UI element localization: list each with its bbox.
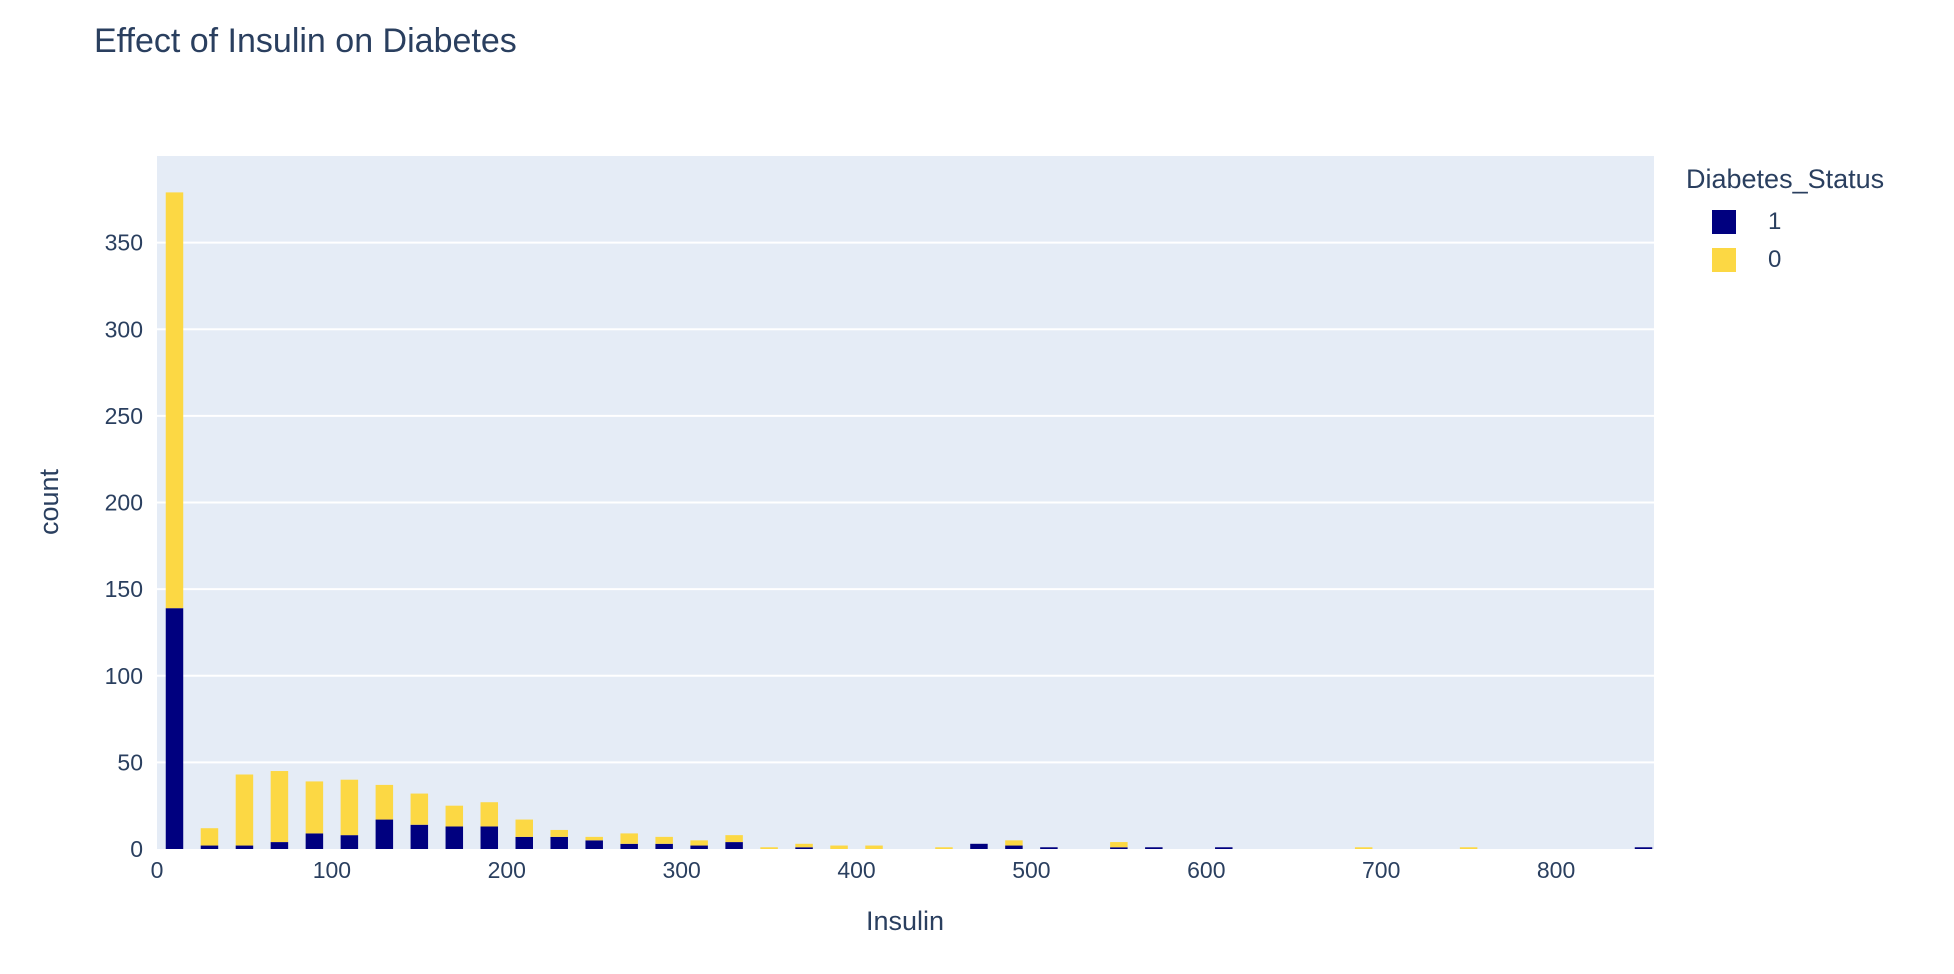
bar-status-1-bin-18[interactable] xyxy=(795,847,813,849)
bar-status-0-bin-17[interactable] xyxy=(760,847,778,849)
bar-status-0-bin-6[interactable] xyxy=(375,784,394,820)
bar-status-1-bin-3[interactable] xyxy=(270,842,289,849)
chart-title: Effect of Insulin on Diabetes xyxy=(94,22,517,60)
y-tick-150: 150 xyxy=(105,576,143,602)
x-tick-100: 100 xyxy=(313,857,351,883)
bar-status-0-bin-15[interactable] xyxy=(690,840,708,846)
y-tick-250: 250 xyxy=(105,403,143,429)
bar-status-1-bin-15[interactable] xyxy=(690,845,708,849)
bar-status-0-bin-18[interactable] xyxy=(795,843,813,848)
y-tick-50: 50 xyxy=(117,749,143,775)
bar-status-0-bin-0[interactable] xyxy=(165,192,184,609)
bar-status-1-bin-11[interactable] xyxy=(550,836,568,849)
bar-status-0-bin-12[interactable] xyxy=(585,836,603,841)
bar-status-1-bin-6[interactable] xyxy=(375,819,394,849)
bar-status-0-bin-3[interactable] xyxy=(270,771,289,843)
y-tick-350: 350 xyxy=(105,230,143,256)
bar-status-0-bin-1[interactable] xyxy=(200,828,219,846)
bar-status-0-bin-13[interactable] xyxy=(620,833,638,844)
bar-status-0-bin-14[interactable] xyxy=(655,836,673,844)
bar-status-0-bin-11[interactable] xyxy=(550,829,568,837)
bar-status-1-bin-7[interactable] xyxy=(410,824,429,849)
y-tick-200: 200 xyxy=(105,490,143,516)
bar-status-0-bin-24[interactable] xyxy=(1005,840,1023,846)
legend-label-1: 1 xyxy=(1768,208,1782,235)
bar-status-1-bin-4[interactable] xyxy=(305,833,324,849)
x-tick-300: 300 xyxy=(662,857,700,883)
y-axis-title: count xyxy=(34,468,64,535)
legend-item-1[interactable]: 1 xyxy=(1686,203,1884,241)
bar-status-0-bin-22[interactable] xyxy=(935,847,953,849)
bar-status-1-bin-8[interactable] xyxy=(445,826,464,849)
bar-status-0-bin-19[interactable] xyxy=(830,845,848,849)
bar-status-1-bin-30[interactable] xyxy=(1215,847,1233,849)
bar-status-0-bin-8[interactable] xyxy=(445,805,464,827)
bar-status-0-bin-34[interactable] xyxy=(1354,847,1373,849)
bar-status-0-bin-10[interactable] xyxy=(515,819,533,837)
bar-status-0-bin-4[interactable] xyxy=(305,781,324,834)
x-tick-200: 200 xyxy=(488,857,526,883)
x-tick-600: 600 xyxy=(1187,857,1225,883)
bar-status-1-bin-42[interactable] xyxy=(1634,847,1653,849)
bar-status-1-bin-28[interactable] xyxy=(1145,847,1163,849)
y-tick-100: 100 xyxy=(105,663,143,689)
bar-status-0-bin-5[interactable] xyxy=(340,779,359,836)
bar-status-0-bin-9[interactable] xyxy=(480,802,499,827)
y-axis-ticks: 0 50 100 150 200 250 300 350 xyxy=(105,230,143,862)
x-axis-title: Insulin xyxy=(866,906,944,936)
bar-status-1-bin-10[interactable] xyxy=(515,836,533,849)
y-tick-300: 300 xyxy=(105,316,143,342)
bar-status-0-bin-37[interactable] xyxy=(1459,847,1478,849)
grid-lines xyxy=(157,241,1654,764)
bar-status-1-bin-14[interactable] xyxy=(655,843,673,849)
bar-status-1-bin-24[interactable] xyxy=(1005,845,1023,849)
legend: Diabetes_Status 1 0 xyxy=(1686,164,1884,279)
bar-status-1-bin-5[interactable] xyxy=(340,835,359,849)
legend-label-0: 0 xyxy=(1768,246,1782,273)
x-axis-ticks: 0 100 200 300 400 500 600 700 800 xyxy=(151,857,1576,883)
bar-status-1-bin-2[interactable] xyxy=(235,845,254,849)
bar-status-1-bin-1[interactable] xyxy=(200,845,219,849)
bar-status-0-bin-20[interactable] xyxy=(865,845,883,849)
x-tick-400: 400 xyxy=(837,857,875,883)
bar-status-1-bin-27[interactable] xyxy=(1110,847,1128,849)
bar-status-1-bin-9[interactable] xyxy=(480,826,499,849)
legend-item-0[interactable]: 0 xyxy=(1686,241,1884,279)
bar-status-0-bin-7[interactable] xyxy=(410,793,429,825)
bar-status-0-bin-16[interactable] xyxy=(725,835,743,843)
legend-swatch-1 xyxy=(1712,210,1736,234)
bar-status-1-bin-25[interactable] xyxy=(1040,847,1058,849)
x-tick-0: 0 xyxy=(151,857,164,883)
bar-status-1-bin-12[interactable] xyxy=(585,840,603,849)
bar-status-1-bin-23[interactable] xyxy=(970,843,988,849)
x-tick-700: 700 xyxy=(1362,857,1400,883)
x-tick-800: 800 xyxy=(1537,857,1575,883)
bar-status-1-bin-16[interactable] xyxy=(725,842,743,849)
bar-status-1-bin-13[interactable] xyxy=(620,843,638,849)
y-tick-0: 0 xyxy=(130,836,143,862)
bar-status-0-bin-2[interactable] xyxy=(235,774,254,846)
x-tick-500: 500 xyxy=(1012,857,1050,883)
bar-status-0-bin-27[interactable] xyxy=(1110,842,1128,848)
bars xyxy=(165,192,1653,849)
legend-title: Diabetes_Status xyxy=(1686,164,1885,194)
bar-status-1-bin-0[interactable] xyxy=(165,608,184,849)
legend-swatch-0 xyxy=(1712,248,1736,272)
